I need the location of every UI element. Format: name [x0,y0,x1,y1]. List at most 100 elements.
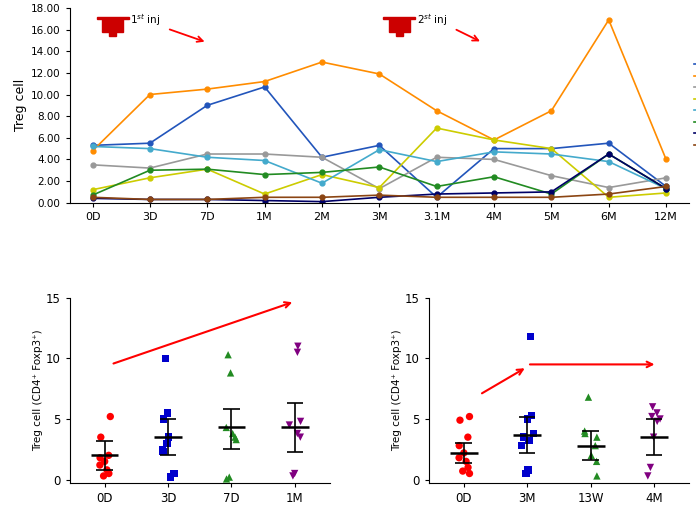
Point [591,457,602,466]
Point [454,416,466,424]
Point [579,427,590,435]
01-S2-002 [375,71,383,77]
01-S2-003 [662,175,670,181]
01-S2-003 [88,161,97,168]
01-S2-004 [145,175,154,181]
Text: $1^{st}$ inj: $1^{st}$ inj [130,13,160,28]
01-S2-006 [547,191,555,197]
01-S2-004 [88,186,97,193]
Text: $2^{st}$ inj: $2^{st}$ inj [417,13,447,28]
Line: 01-S2-001: 01-S2-001 [90,84,669,200]
01-S2-005 [375,147,383,153]
01-S2-001 [662,183,670,190]
Bar [97,17,129,19]
Point [221,475,232,483]
01-S2-007 [605,151,613,157]
Point [157,445,168,453]
Point [516,441,527,450]
Point [292,348,303,356]
01-S2-002 [432,108,441,114]
Point [647,402,658,411]
Point [645,463,656,472]
01-S2-006 [318,169,326,176]
01-S2-005 [203,154,212,160]
Point [464,412,475,421]
01-S2-006 [662,185,670,192]
01-S2-006 [260,172,269,178]
01-S2-001 [260,84,269,90]
01-S2-008 [203,196,212,203]
01-S2-006 [375,164,383,170]
Point [292,429,303,438]
Point [522,415,533,423]
Bar [109,31,116,36]
Point [454,453,465,462]
01-S2-006 [88,192,97,198]
Point [221,423,232,432]
01-S2-002 [490,137,498,143]
01-S2-008 [490,194,498,201]
01-S2-007 [547,189,555,195]
Point [526,411,537,419]
01-S2-001 [375,142,383,149]
Point [592,433,603,441]
01-S2-007 [318,199,326,205]
01-S2-008 [88,194,97,201]
Bar [102,19,123,32]
01-S2-005 [260,157,269,164]
Point [223,473,235,482]
Point [163,433,174,441]
01-S2-002 [260,79,269,85]
01-S2-004 [260,191,269,197]
Y-axis label: Treg cell (CD4⁺ Foxp3⁺): Treg cell (CD4⁺ Foxp3⁺) [33,330,43,451]
01-S2-004 [432,125,441,131]
Point [230,433,241,441]
Point [523,436,535,445]
01-S2-006 [432,183,441,190]
Point [157,448,168,456]
Point [157,415,168,423]
Point [168,469,180,478]
Point [454,441,465,450]
01-S2-005 [547,151,555,157]
01-S2-007 [662,185,670,192]
Line: 01-S2-005: 01-S2-005 [90,144,669,191]
01-S2-003 [547,173,555,179]
Line: 01-S2-004: 01-S2-004 [90,126,669,200]
01-S2-001 [145,140,154,147]
01-S2-004 [318,172,326,178]
01-S2-002 [145,91,154,98]
Point [651,409,663,417]
Point [104,412,116,421]
Point [583,393,594,401]
Point [458,449,469,457]
01-S2-003 [203,151,212,157]
Point [294,433,306,441]
01-S2-008 [547,194,555,201]
Point [521,469,532,478]
01-S2-001 [490,145,498,152]
01-S2-005 [318,180,326,186]
Point [642,472,654,480]
Line: 01-S2-008: 01-S2-008 [90,184,669,202]
Point [590,441,601,450]
01-S2-002 [203,86,212,92]
01-S2-005 [490,149,498,155]
Point [528,429,539,438]
01-S2-008 [605,191,613,197]
01-S2-005 [662,185,670,192]
Point [592,472,603,480]
01-S2-005 [88,143,97,150]
01-S2-003 [318,154,326,160]
01-S2-003 [260,151,269,157]
01-S2-004 [547,145,555,152]
01-S2-004 [375,184,383,191]
Point [651,417,663,426]
01-S2-005 [432,158,441,165]
Point [227,429,238,438]
01-S2-006 [203,166,212,173]
Point [461,457,472,466]
Point [102,466,113,474]
Point [462,433,473,441]
01-S2-003 [605,184,613,191]
